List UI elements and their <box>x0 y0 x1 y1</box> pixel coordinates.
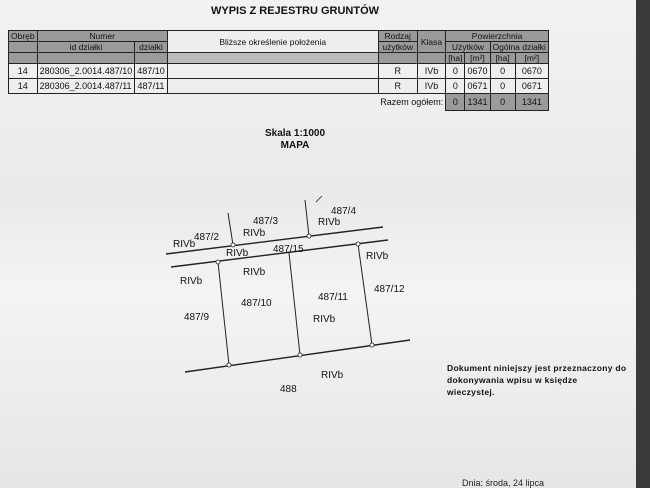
total-og-m2: 1341 <box>514 93 549 111</box>
map-title: MAPA <box>280 140 310 151</box>
parcel-label: 487/3 <box>253 216 278 227</box>
parcel-boundary <box>288 252 301 356</box>
land-class-label: RIVb <box>321 370 344 381</box>
parcel-label: 487/9 <box>184 312 209 323</box>
total-uz-m2: 1341 <box>464 93 491 111</box>
parcel-label: 487/10 <box>241 298 272 309</box>
legal-note: Dokument niniejszy jest przeznaczony do … <box>447 363 627 397</box>
parcel-boundary <box>304 199 310 237</box>
date-line: Dnia: środa, 24 lipca <box>462 478 545 488</box>
parcel-label: 487/11 <box>318 292 348 303</box>
parcel-bottom-line <box>184 339 411 373</box>
road-lower-line <box>170 239 389 268</box>
land-class-label: RIVb <box>173 239 196 250</box>
road-upper-line <box>165 226 384 255</box>
check-mark <box>315 195 323 203</box>
parcel-label: 487/4 <box>331 206 356 217</box>
parcel-label: 487/2 <box>194 232 219 243</box>
parcel-label: 487/12 <box>374 284 405 295</box>
land-class-label: RIVb <box>180 276 203 287</box>
parcel-label: 488 <box>280 384 297 395</box>
land-class-label: RIVb <box>318 217 341 228</box>
total-row: Razem ogółem: 0 1341 0 1341 <box>9 93 549 111</box>
cell-polozenie <box>166 78 379 94</box>
total-uz-ha: 0 <box>445 93 466 111</box>
document-title: WYPIS Z REJESTRU GRUNTÓW <box>210 5 380 17</box>
land-class-label: RIVb <box>313 314 336 325</box>
cell-rodzaj: R <box>377 78 418 94</box>
table-row: 14 280306_2.0014.487/11 487/11 R IVb 0 0… <box>8 78 549 94</box>
land-register-table: Obręb Numer Bliższe określenie położenia… <box>8 30 549 111</box>
parcel-boundary <box>217 261 230 366</box>
parcel-boundary <box>357 243 373 346</box>
total-og-ha: 0 <box>489 93 516 111</box>
total-label: Razem ogółem: <box>380 97 444 108</box>
parcel-boundary <box>227 212 234 246</box>
land-class-label: RIVb <box>366 251 389 262</box>
land-class-label: RIVb <box>226 248 249 259</box>
map-header: Skala 1:1000 MAPA <box>0 128 590 152</box>
background-edge <box>636 0 650 488</box>
table-row: 14 280306_2.0014.487/10 487/10 R IVb 0 0… <box>8 63 549 79</box>
land-class-label: RIVb <box>243 228 266 239</box>
parcel-label: 487/15 <box>273 244 304 255</box>
land-class-label: RIVb <box>243 267 266 278</box>
cell-id: 280306_2.0014.487/11 <box>36 78 136 94</box>
map-scale: Skala 1:1000 <box>264 128 326 139</box>
